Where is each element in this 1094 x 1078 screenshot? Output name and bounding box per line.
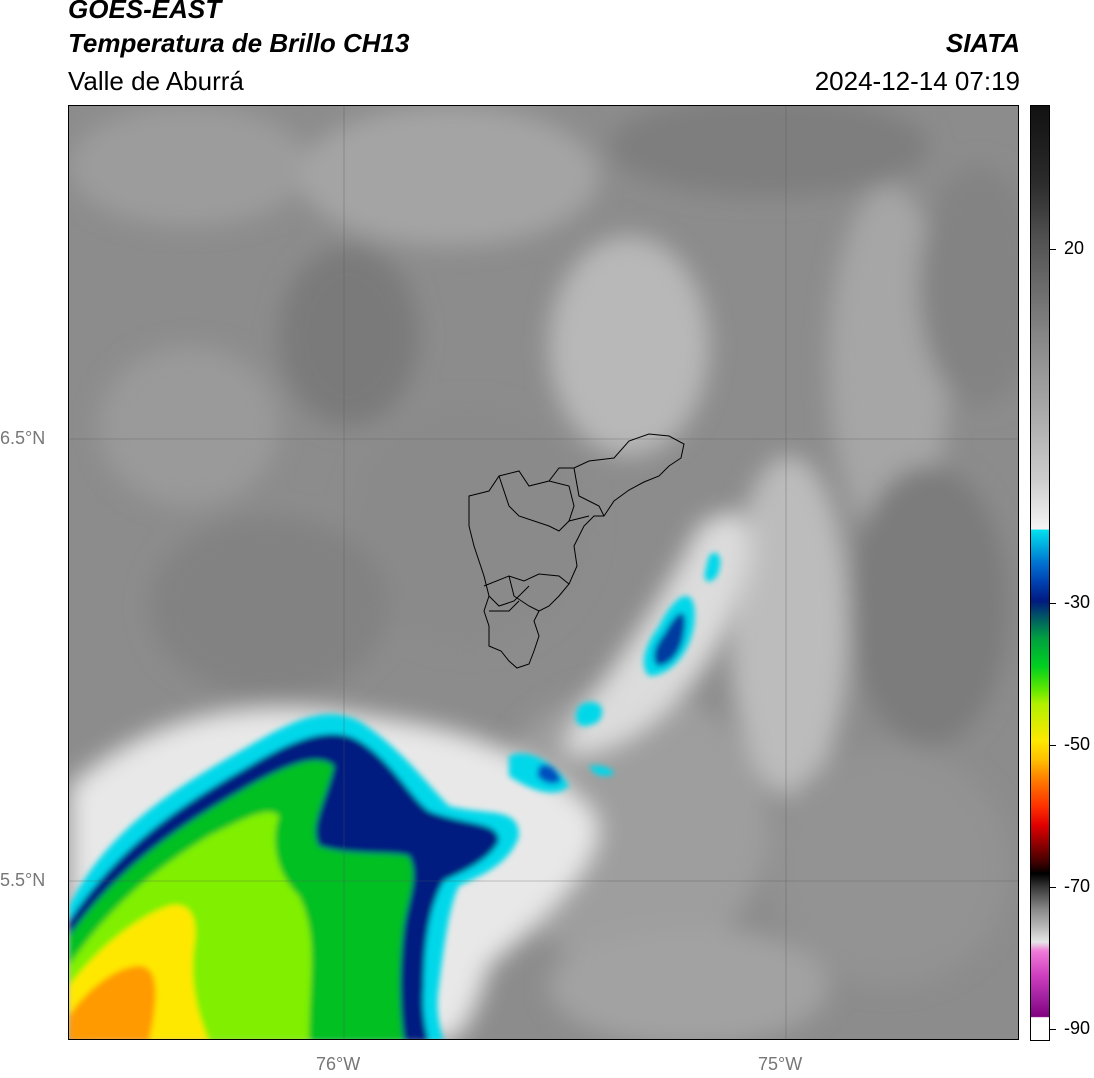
terrain-texture (69, 106, 1018, 1039)
lon-label-76w: 76°W (316, 1054, 361, 1074)
colorbar-label-minus50: -50 (1064, 734, 1091, 754)
colorbar-tick (1050, 603, 1056, 604)
colorbar-tick (1050, 1029, 1056, 1030)
colorbar-tick (1050, 745, 1056, 746)
lat-label-6-5: 6.5°N (0, 428, 46, 448)
organization-label: SIATA (945, 28, 1020, 58)
map-image (69, 106, 1018, 1039)
colorbar-label-minus90: -90 (1064, 1018, 1091, 1038)
region-title: Valle de Aburrá (68, 66, 244, 96)
satellite-map (68, 105, 1019, 1040)
graticule (69, 106, 1018, 1039)
lon-label-75w: 75°W (758, 1054, 803, 1074)
municipal-boundaries (468, 433, 685, 669)
colorbar-label-minus70: -70 (1064, 876, 1091, 896)
lat-label-5-5: 5.5°N (0, 870, 46, 890)
convective-cloud (69, 552, 721, 1039)
colorbar (1030, 105, 1050, 1041)
timestamp-label: 2024-12-14 07:19 (814, 66, 1020, 96)
colorbar-label-minus30: -30 (1064, 592, 1091, 612)
colorbar-tick (1050, 887, 1056, 888)
colorbar-tick (1050, 249, 1056, 250)
colorbar-label-20: 20 (1064, 238, 1085, 258)
product-title: Temperatura de Brillo CH13 (68, 28, 410, 58)
satellite-title: GOES-EAST (68, 0, 222, 24)
